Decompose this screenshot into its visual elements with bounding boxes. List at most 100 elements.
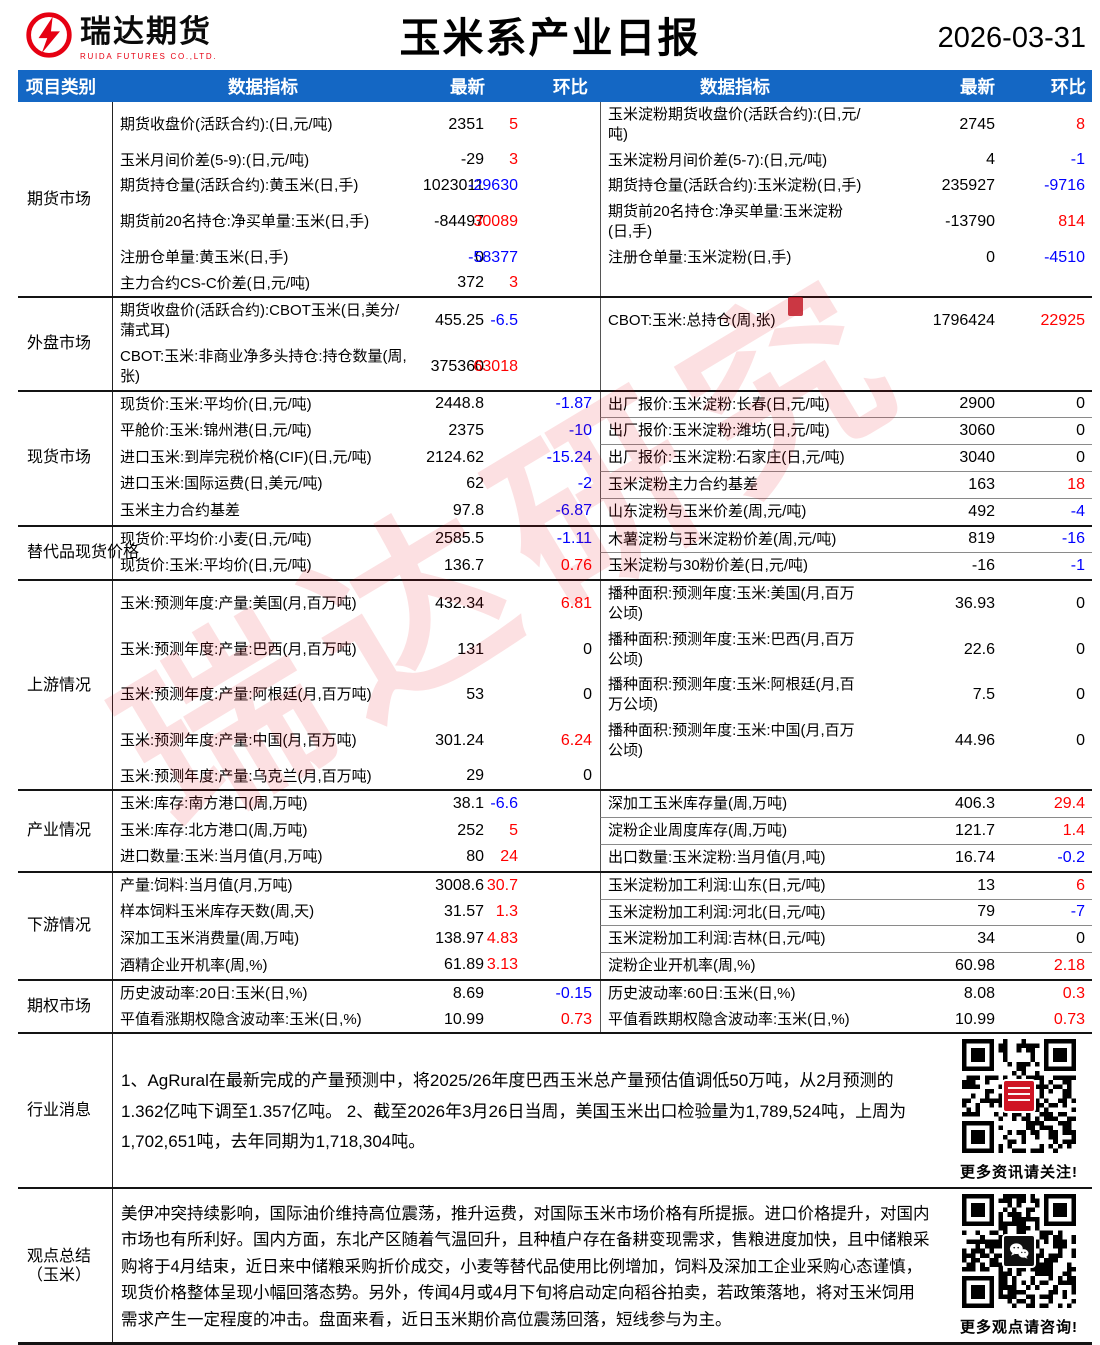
indicator-label: 玉米:预测年度:产量:阿根廷(月,百万吨) [120, 686, 372, 704]
indicator-label [600, 343, 870, 390]
column-header-latest-left: 最新 [450, 76, 485, 97]
latest-value: 34 [870, 925, 1003, 952]
industry-news-section: 行业消息 1、AgRural在最新完成的产量预测中，将2025/26年度巴西玉米… [18, 1032, 1092, 1188]
summary-qr-caption: 更多观点请咨询! [960, 1319, 1078, 1337]
indicator-label: 玉米淀粉主力合约基差 [600, 470, 870, 498]
latest-value: 3060 [870, 417, 1003, 444]
indicator-label: 进口玉米:到岸完税价格(CIF)(日,元/吨) [120, 448, 372, 466]
company-logo: 瑞达期货 RUIDA FUTURES CO.,LTD. [24, 10, 217, 61]
indicator-label: 平舱价:玉米:锦州港(日,元/吨) [120, 421, 312, 439]
category-label: 上游情况 [18, 581, 113, 790]
chg-value: 814 [1058, 212, 1085, 230]
category-label: 替代品现货价格 [18, 526, 139, 580]
latest-value: 2900 [959, 395, 995, 413]
chg-value: 0 [1076, 686, 1085, 704]
latest-value: 53 [466, 686, 484, 704]
chg-value: 6.24 [560, 731, 592, 749]
page-title: 玉米系产业日报 [399, 15, 701, 61]
latest-value: 16.74 [870, 843, 1003, 871]
indicator-label: 期货收盘价(活跃合约):CBOT玉米(日,美分/蒲式耳) [120, 302, 400, 340]
column-header-indicator-left: 数据指标 [228, 76, 298, 97]
latest-value: 8.08 [963, 984, 995, 1002]
indicator-label: CBOT:玉米:非商业净多头持仓:持仓数量(周,张) [120, 347, 407, 385]
latest-value: 121.7 [870, 817, 1003, 844]
chg-value: 1.3 [495, 902, 518, 920]
indicator-label: 播种面积:预测年度:玉米:巴西(月,百万公顷) [600, 626, 870, 673]
chg-value: -10 [568, 421, 592, 439]
category-label: 期货市场 [18, 102, 113, 297]
chg-value: -1.11 [556, 530, 592, 548]
indicator-label: 淀粉企业周度库存(周,万吨) [600, 817, 870, 844]
latest-value: -16 [870, 552, 1003, 579]
category-label: 外盘市场 [18, 298, 113, 390]
indicator-label: 主力合约CS-C价差(日,元/吨) [120, 274, 310, 292]
latest-value: 301.24 [435, 731, 484, 749]
latest-value: 163 [870, 470, 1003, 498]
latest-value [870, 344, 1003, 390]
latest-value: 235927 [941, 177, 995, 195]
indicator-label: 玉米淀粉月间价差(5-7):(日,元/吨) [600, 147, 870, 174]
latest-value: 136.7 [443, 556, 484, 574]
category-label: 产业情况 [18, 791, 113, 871]
chg-value: -4510 [1044, 248, 1085, 266]
latest-value: 7.5 [972, 686, 995, 704]
chg-value: 22925 [1040, 312, 1086, 330]
chg-value: -1.87 [555, 395, 592, 413]
viewpoint-summary-section: 观点总结（玉米） 美伊冲突持续影响，国际油价维持高位震荡，推升运费，对国际玉米市… [18, 1187, 1092, 1345]
indicator-label: 山东淀粉与玉米价差(周,元/吨) [600, 497, 870, 525]
indicator-label: 样本饲料玉米库存天数(周,天) [120, 903, 315, 920]
chg-value: 0.3 [1062, 984, 1085, 1002]
company-name: 瑞达期货 [80, 14, 212, 49]
latest-value: 8.69 [452, 984, 484, 1002]
chg-value: -1 [1070, 151, 1085, 169]
indicator-label: 产量:饲料:当月值(月,万吨) [120, 876, 293, 894]
latest-value: 2745 [959, 115, 995, 133]
report-date: 2026-03-31 [937, 22, 1086, 54]
indicator-label: 玉米:库存:南方港口(周,万吨) [120, 795, 308, 813]
chg-value: 0 [1003, 925, 1092, 952]
chg-value: -6.5 [490, 312, 518, 330]
column-header-chg-right: 环比 [1051, 76, 1086, 97]
latest-value: 2448.8 [435, 395, 484, 413]
latest-value: 61.89 [443, 956, 484, 974]
chg-value: 0 [1076, 640, 1085, 658]
indicator-label [600, 763, 870, 790]
table-section: 外盘市场 期货收盘价(活跃合约):CBOT玉米(日,美分/蒲式耳) 455.25 -6… [18, 296, 1092, 390]
indicator-label: 期货前20名持仓:净买单量:玉米(日,手) [120, 213, 370, 231]
table-section: 下游情况 产量:饲料:当月值(月,万吨) 3008.6 30.7 玉米淀粉加工利润:山东… [18, 870, 1092, 979]
table-body: 期货市场 期货收盘价(活跃合约):(日,元/吨) 2351 5 玉米淀粉期货收盘价(活跃… [18, 102, 1092, 1033]
qr-code-summary [962, 1194, 1076, 1309]
table-section: 上游情况 玉米:预测年度:产量:美国(月,百万吨) 432.34 6.81 播种面积:预… [18, 579, 1092, 790]
indicator-label: 出厂报价:玉米淀粉:长春(日,元/吨) [600, 391, 870, 418]
chg-value: -6.6 [490, 795, 518, 813]
chg-value: 3 [509, 274, 518, 292]
indicator-label: 深加工玉米库存量(周,万吨) [600, 791, 870, 818]
qr-code-news [962, 1039, 1076, 1154]
latest-value: 13 [977, 876, 995, 894]
chg-value: 5 [509, 115, 518, 133]
indicator-label: 播种面积:预测年度:玉米:美国(月,百万公顷) [600, 581, 870, 627]
report-header: 瑞达期货 RUIDA FUTURES CO.,LTD. 玉米系产业日报 2026… [0, 0, 1100, 70]
indicator-label [600, 270, 870, 297]
indicator-label: 玉米淀粉期货收盘价(活跃合约):(日,元/吨) [600, 102, 870, 148]
latest-value: 4 [986, 151, 995, 169]
chg-value: 2.18 [1003, 952, 1092, 979]
latest-value: 252 [457, 821, 484, 839]
indicator-label: 出口数量:玉米淀粉:当月值(月,吨) [600, 843, 870, 871]
indicator-label: 玉米:预测年度:产量:中国(月,百万吨) [120, 731, 357, 749]
chg-value: -58377 [468, 248, 518, 266]
chg-value: 0 [583, 640, 592, 658]
chg-value: -15.24 [546, 448, 592, 466]
latest-value: 29 [466, 767, 484, 785]
news-qr-column: 更多资讯请关注! [946, 1034, 1092, 1187]
chg-value: 0 [1076, 594, 1085, 612]
indicator-label: 现货价:玉米:平均价(日,元/吨) [120, 556, 312, 574]
latest-value: 22.6 [963, 640, 995, 658]
chg-value [1003, 271, 1092, 297]
chg-value: 5 [509, 821, 518, 839]
indicator-label: 木薯淀粉与玉米淀粉价差(周,元/吨) [600, 526, 870, 553]
latest-value: 38.1 [452, 795, 484, 813]
category-label: 行业消息 [18, 1034, 113, 1188]
category-label: 期权市场 [18, 980, 113, 1033]
summary-text: 美伊冲突持续影响，国际油价维持高位震荡，推升运费，对国际玉米市场价格有所提振。进… [121, 1205, 930, 1329]
